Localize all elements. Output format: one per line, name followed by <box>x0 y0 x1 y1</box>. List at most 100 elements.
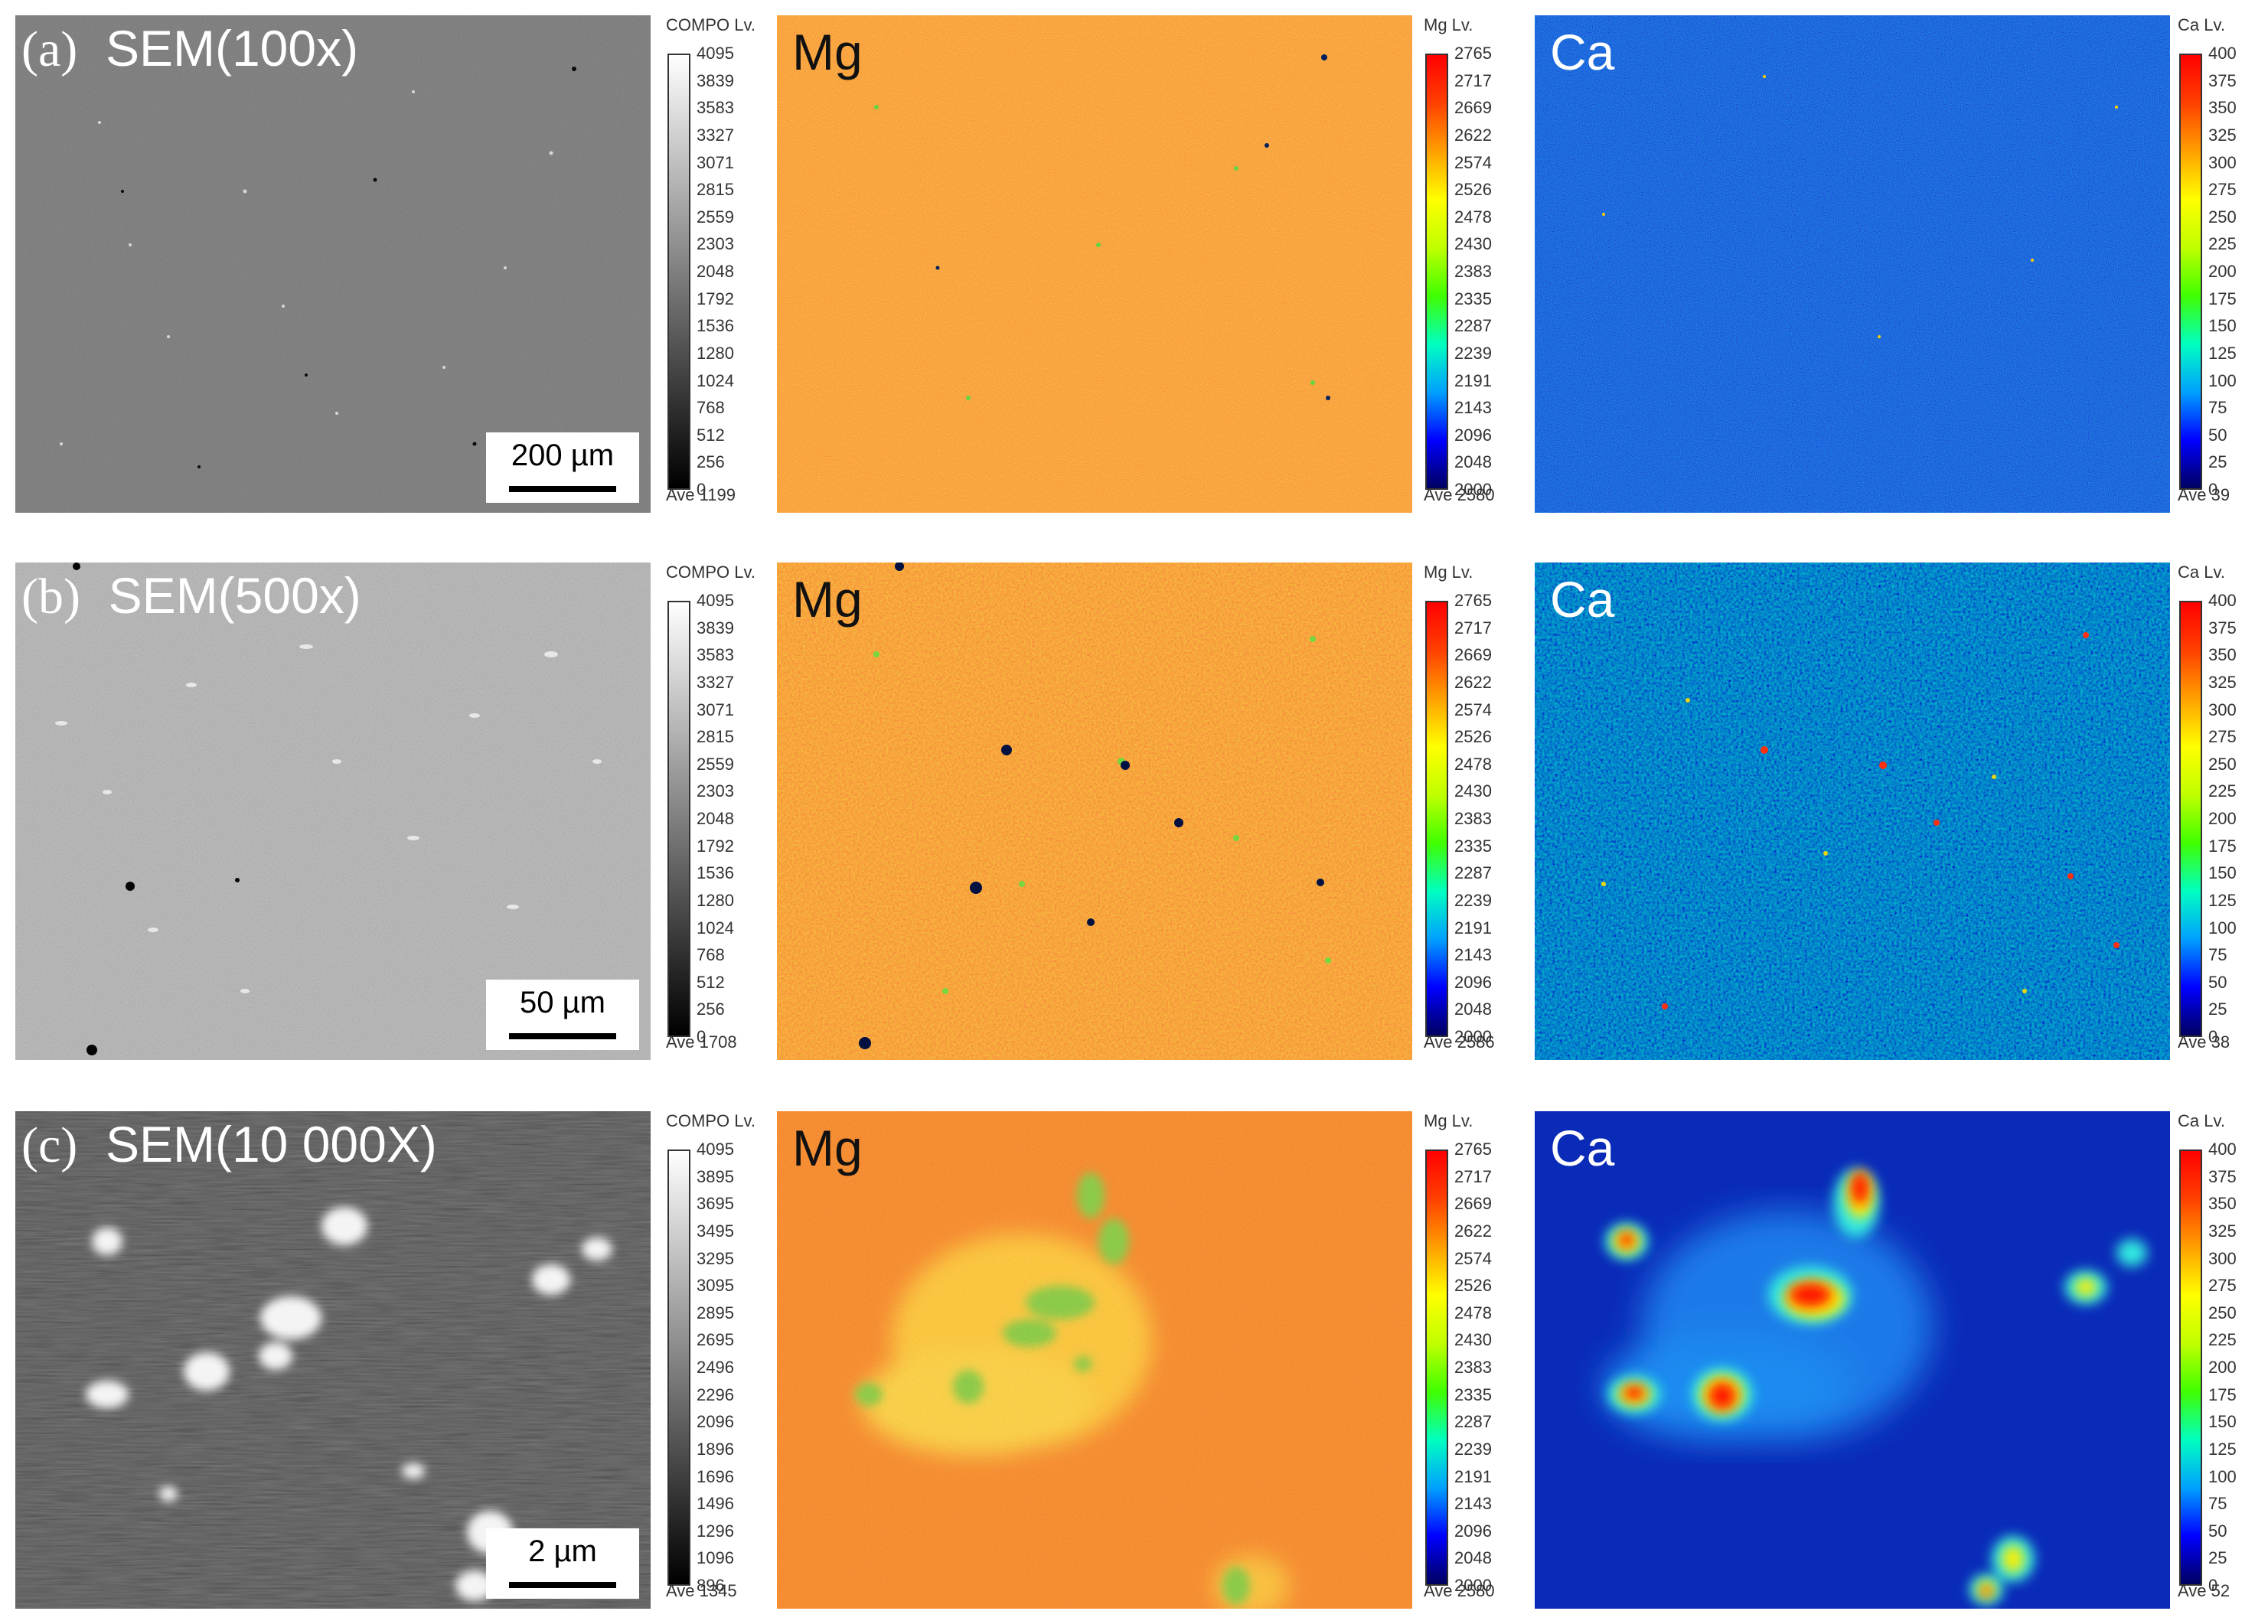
colorbar-average: Ave 2580 <box>1424 485 1495 504</box>
colorbar-tick-label: 1792 <box>697 836 734 856</box>
colorbar-tick-label: 2717 <box>1454 70 1492 90</box>
sem-image-a: (a) SEM(100x) 200 µm <box>15 15 651 513</box>
colorbar-tick-label: 100 <box>2208 370 2237 390</box>
colorbar-tick-label: 3071 <box>697 699 734 719</box>
colorbar-tick-label: 400 <box>2208 591 2237 610</box>
colorbar-tick-label: 300 <box>2208 152 2237 172</box>
colorbar-tick-label: 3095 <box>697 1276 734 1296</box>
colorbar-tick-label: 2478 <box>1454 754 1492 774</box>
sem-micrograph-b <box>15 563 651 1060</box>
colorbar-tick-label: 3695 <box>697 1194 734 1214</box>
colorbar-ca-b: Ca Lv. 400 375 350 325 300 275 250 225 200 175 150… <box>2178 563 2268 1060</box>
colorbar-tick-label: 2895 <box>697 1303 734 1322</box>
colorbar-tick-label: 2096 <box>1454 972 1492 992</box>
panel-letter: (c) <box>21 1117 78 1173</box>
colorbar-header: Mg Lv. <box>1424 1111 1473 1130</box>
colorbar-tick-label: 350 <box>2208 98 2237 118</box>
colorbar-sem-b: COMPO Lv. 4095 3839 3583 3327 3071 2815 2559 23… <box>666 563 781 1060</box>
colorbar-tick-label: 2048 <box>1454 1548 1492 1568</box>
colorbar-tick-label: 2335 <box>1454 836 1492 856</box>
colorbar-tick-label: 2815 <box>697 727 734 747</box>
colorbar-tick-label: 3327 <box>697 125 734 145</box>
colorbar-tick-label: 2000 <box>1454 1576 1492 1595</box>
colorbar-tick-label: 125 <box>2208 890 2237 910</box>
colorbar-tick-label: 2695 <box>697 1330 734 1350</box>
colorbar-header: COMPO Lv. <box>666 563 755 582</box>
colorbar-tick-label: 256 <box>697 452 725 472</box>
colorbar-tick-label: 2096 <box>697 1412 734 1432</box>
colorbar-gradient <box>1425 601 1448 1037</box>
sem-micrograph-c <box>15 1111 651 1609</box>
colorbar-average: Ave 2586 <box>1424 1032 1495 1052</box>
colorbar-tick-label: 275 <box>2208 180 2237 200</box>
colorbar-tick-label: 0 <box>2208 1027 2218 1046</box>
colorbar-tick-label: 300 <box>2208 699 2237 719</box>
sem-micrograph-a <box>15 15 651 513</box>
colorbar-tick-label: 25 <box>2208 1000 2227 1019</box>
colorbar-tick-label: 2526 <box>1454 727 1492 747</box>
mg-map-b: Mg <box>777 563 1412 1060</box>
colorbar-tick-label: 2191 <box>1454 918 1492 938</box>
colorbar-tick-label: 50 <box>2208 425 2227 445</box>
colorbar-tick-label: 2096 <box>1454 425 1492 445</box>
sem-image-c: (c) SEM(10 000X) 2 µm <box>15 1111 651 1609</box>
colorbar-tick-label: 2526 <box>1454 180 1492 200</box>
scale-bar-text: 2 µm <box>528 1534 597 1568</box>
colorbar-tick-label: 0 <box>2208 480 2218 499</box>
ca-title-b: Ca <box>1550 571 1615 628</box>
colorbar-tick-label: 200 <box>2208 809 2237 828</box>
colorbar-tick-label: 2559 <box>697 207 734 227</box>
colorbar-tick-label: 0 <box>2208 1576 2218 1595</box>
colorbar-tick-label: 3495 <box>697 1221 734 1241</box>
colorbar-tick-label: 2048 <box>697 809 734 828</box>
colorbar-tick-label: 375 <box>2208 70 2237 90</box>
colorbar-tick-label: 1096 <box>697 1548 734 1568</box>
colorbar-tick-label: 2096 <box>1454 1521 1492 1541</box>
colorbar-tick-label: 2335 <box>1454 1384 1492 1404</box>
colorbar-tick-label: 4095 <box>697 44 734 63</box>
colorbar-tick-label: 225 <box>2208 234 2237 254</box>
ca-map-image-a <box>1535 15 2170 513</box>
colorbar-tick-label: 200 <box>2208 1358 2237 1377</box>
colorbar-mg-b: Mg Lv. 2765 2717 2669 2622 2574 2526 2478 2430 2… <box>1424 563 1539 1060</box>
colorbar-tick-label: 3839 <box>697 618 734 638</box>
colorbar-tick-label: 2765 <box>1454 1140 1492 1159</box>
scale-bar-a: 200 µm <box>486 432 639 503</box>
colorbar-average: Ave 2580 <box>1424 1581 1495 1600</box>
colorbar-tick-label: 125 <box>2208 1439 2237 1459</box>
sem-title: SEM(100x) <box>105 20 359 77</box>
colorbar-tick-label: 2048 <box>697 262 734 281</box>
colorbar-tick-label: 2143 <box>1454 1494 1492 1514</box>
colorbar-tick-label: 2574 <box>1454 152 1492 172</box>
colorbar-tick-label: 350 <box>2208 645 2237 665</box>
colorbar-tick-label: 250 <box>2208 1303 2237 1322</box>
colorbar-tick-label: 2303 <box>697 781 734 801</box>
colorbar-tick-label: 768 <box>697 398 725 418</box>
colorbar-tick-label: 200 <box>2208 262 2237 281</box>
colorbar-tick-label: 1496 <box>697 1494 734 1514</box>
ca-map-b: Ca <box>1535 563 2170 1060</box>
mg-title-a: Mg <box>792 24 863 80</box>
mg-map-image-c <box>777 1111 1412 1609</box>
colorbar-tick-label: 2239 <box>1454 343 1492 363</box>
colorbar-tick-label: 4095 <box>697 591 734 610</box>
colorbar-tick-label: 0 <box>697 480 707 499</box>
colorbar-tick-label: 2669 <box>1454 1194 1492 1214</box>
colorbar-header: Mg Lv. <box>1424 563 1473 582</box>
colorbar-tick-label: 400 <box>2208 1140 2237 1159</box>
colorbar-gradient <box>2179 1150 2202 1586</box>
colorbar-tick-label: 175 <box>2208 836 2237 856</box>
colorbar-tick-label: 2383 <box>1454 1358 1492 1377</box>
ca-title-c: Ca <box>1550 1120 1615 1176</box>
colorbar-header: Ca Lv. <box>2178 1111 2225 1130</box>
colorbar-tick-label: 256 <box>697 1000 725 1019</box>
colorbar-tick-label: 2287 <box>1454 1412 1492 1432</box>
sem-image-b: (b) SEM(500x) 50 µm <box>15 563 651 1060</box>
colorbar-tick-label: 3295 <box>697 1248 734 1268</box>
colorbar-tick-label: 3839 <box>697 70 734 90</box>
colorbar-gradient <box>1425 1150 1448 1586</box>
ca-map-c: Ca <box>1535 1111 2170 1609</box>
colorbar-tick-label: 50 <box>2208 1521 2227 1541</box>
colorbar-tick-label: 896 <box>697 1576 725 1595</box>
colorbar-tick-label: 2143 <box>1454 945 1492 965</box>
